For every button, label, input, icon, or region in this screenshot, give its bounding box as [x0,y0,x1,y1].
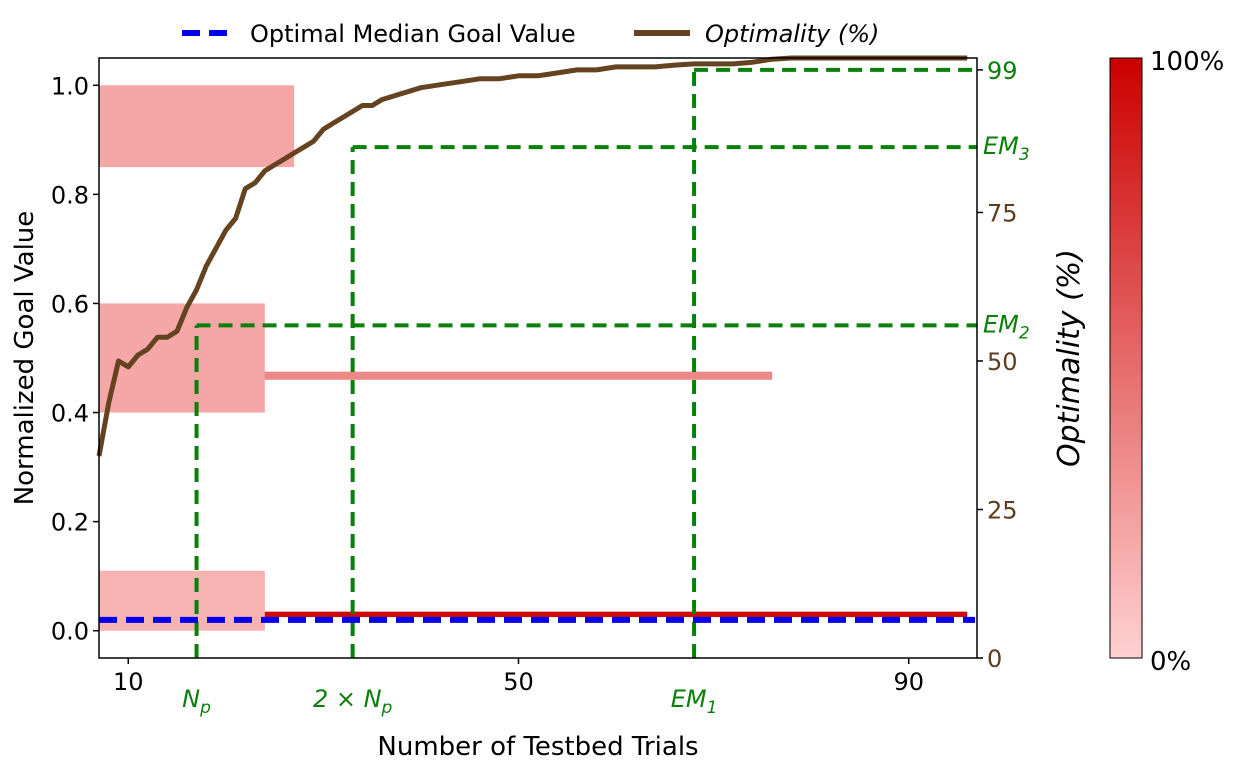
y2-tick-label: 99 [987,57,1018,85]
x-tick-label: 90 [893,668,924,696]
np-label: Np [182,685,211,718]
em2-label: EM2 [983,310,1030,343]
heatmap-band [99,371,773,380]
y2-tick-label: 25 [987,496,1018,524]
colorbar: 100% 0% [1109,47,1224,677]
colorbar-min-label: 0% [1150,647,1191,677]
guide-lines [194,67,977,658]
colorbar-max-label: 100% [1150,47,1224,77]
optimality-series [96,55,968,457]
y-tick-label: 0.4 [51,400,89,428]
heatmap-band [99,611,968,618]
y-tick-label: 0.2 [51,509,89,537]
legend-optimal-label: Optimal Median Goal Value [250,20,576,48]
y2-tick-label: 50 [987,348,1018,376]
em1-label: EM1 [671,685,718,718]
y2-tick-label: 0 [987,645,1002,673]
y2-tick-label: 75 [987,199,1018,227]
y-tick-label: 0.6 [51,290,89,318]
legend-optimality-label: Optimality (%) [705,20,879,48]
x-axis-label: Number of Testbed Trials [377,732,698,762]
legend: Optimal Median Goal Value Optimality (%) [182,20,879,48]
y2-axis-ticks: 0 25 50 75 99 [977,57,1018,673]
two-np-label: 2 × Np [313,685,393,718]
em3-label: EM3 [983,132,1030,165]
x-tick-label: 10 [113,668,144,696]
y-axis-ticks: 0.0 0.2 0.4 0.6 0.8 1.0 [51,72,99,646]
plot-frame [98,57,978,659]
y2-axis-label: Optimality (%) [1052,249,1087,467]
colorbar-gradient [1109,57,1143,659]
y-tick-label: 0.0 [51,618,89,646]
optimality-line [96,55,968,457]
y-tick-label: 1.0 [51,72,89,100]
x-axis-ticks: 10 50 90 [113,658,924,696]
marker-labels: Np 2 × Np EM1 EM2 EM3 [182,132,1030,718]
x-tick-label: 50 [503,668,534,696]
y-tick-label: 0.8 [51,181,89,209]
heatmap [99,85,968,631]
heatmap-band [99,85,295,168]
y-axis-label: Normalized Goal Value [10,211,40,506]
